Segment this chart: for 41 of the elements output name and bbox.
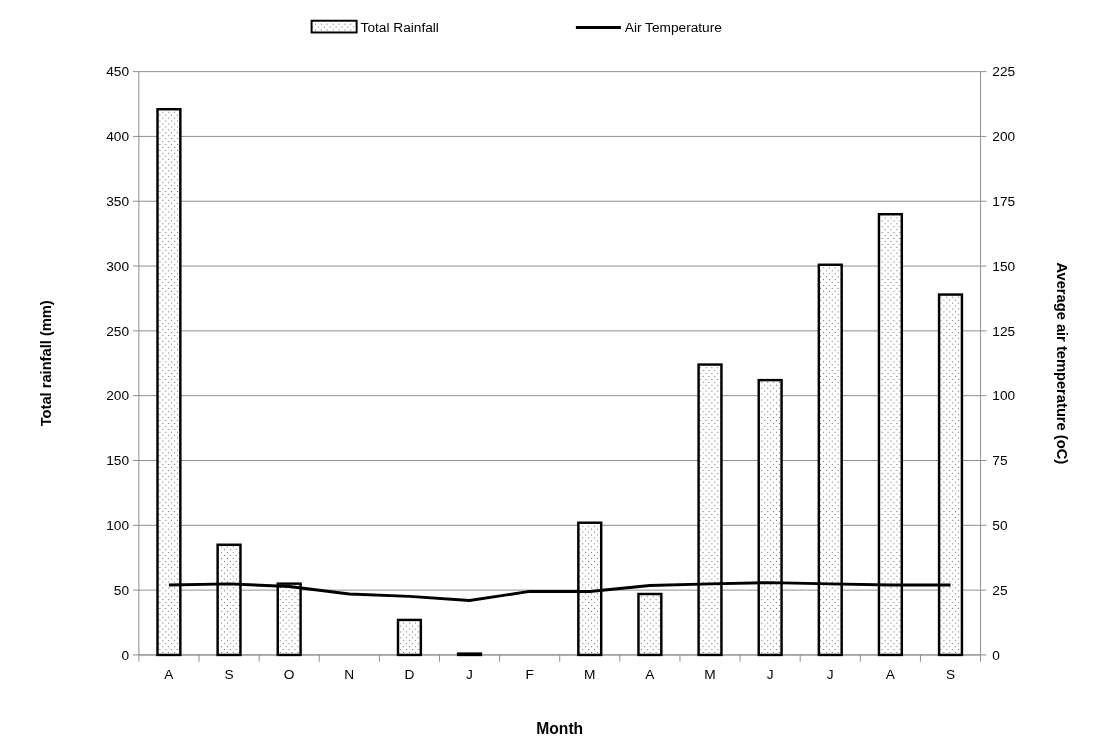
x-tick-label: N <box>344 667 355 683</box>
x-tick-label: S <box>945 667 956 683</box>
y2-axis-title: Average air temperature (oC) <box>1053 262 1070 465</box>
y2-tick-label: 125 <box>992 323 1016 339</box>
x-tick-label: J <box>466 667 473 683</box>
y2-tick-label: 100 <box>992 388 1016 404</box>
y2-tick-label: 150 <box>992 258 1016 274</box>
y2-tick-label: 25 <box>992 582 1008 598</box>
legend-label: Total Rainfall <box>360 20 439 36</box>
y2-tick-label: 50 <box>992 518 1008 534</box>
y-tick-label: 450 <box>106 64 130 80</box>
y-tick-label: 250 <box>106 323 130 339</box>
y-tick-label: 100 <box>106 518 130 534</box>
x-tick-label: A <box>645 667 656 683</box>
x-tick-label: A <box>164 667 175 683</box>
bar <box>637 592 663 657</box>
legend-label: Air Temperature <box>624 20 722 36</box>
y2-tick-label: 75 <box>992 453 1008 469</box>
x-tick-label: F <box>525 667 534 683</box>
x-tick-label: D <box>404 667 415 683</box>
y2-tick-label: 175 <box>992 194 1016 210</box>
x-tick-label: M <box>704 667 716 683</box>
bar <box>396 618 423 657</box>
x-tick-label: J <box>766 667 774 683</box>
x-tick-label: J <box>826 667 834 683</box>
y2-tick-label: 0 <box>992 647 1001 663</box>
y-tick-label: 50 <box>113 582 130 598</box>
x-tick-label: O <box>283 667 295 683</box>
y2-tick-label: 200 <box>992 129 1016 145</box>
x-tick-label: M <box>584 667 596 683</box>
y-tick-label: 150 <box>106 453 130 469</box>
y-axis-title: Total rainfall (mm) <box>37 300 54 427</box>
y-tick-label: 200 <box>106 388 130 404</box>
y2-tick-label: 225 <box>992 64 1016 80</box>
x-axis-title: Month <box>536 720 584 738</box>
x-tick-label: A <box>885 667 896 683</box>
y-tick-label: 350 <box>106 194 130 210</box>
y-tick-label: 300 <box>106 258 130 274</box>
y-tick-label: 400 <box>106 129 130 145</box>
y-tick-label: 0 <box>121 647 130 663</box>
x-tick-label: S <box>224 667 234 683</box>
